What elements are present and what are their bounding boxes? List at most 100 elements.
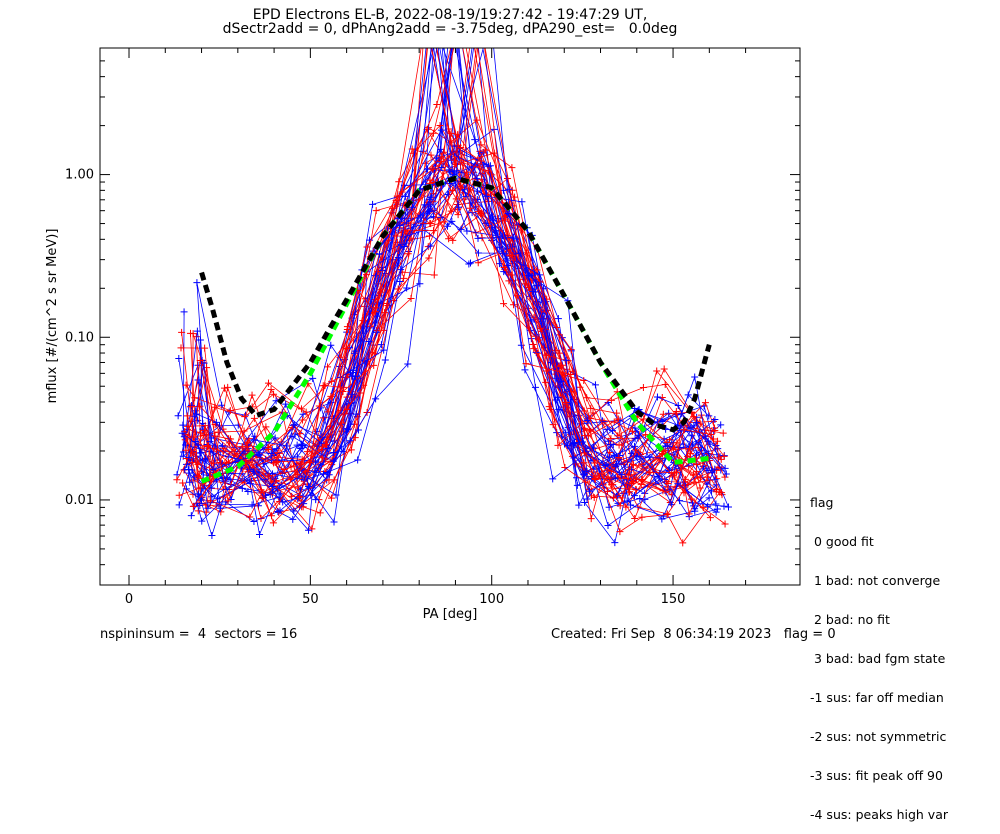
flux-point [429, 227, 437, 235]
flux-point [691, 507, 699, 515]
flux-point [513, 292, 521, 300]
flux-point [209, 466, 217, 474]
flux-point [193, 279, 201, 287]
flux-point [717, 455, 725, 463]
flux-trace [197, 149, 718, 486]
flux-point [396, 278, 404, 286]
flux-point [466, 204, 474, 212]
flux-point [487, 16, 494, 23]
flux-point [323, 435, 331, 443]
flux-trace [184, 48, 719, 485]
flux-point [581, 499, 589, 507]
flux-point [256, 531, 264, 539]
flux-point [685, 510, 693, 518]
flux-point [712, 488, 720, 496]
flux-point [182, 446, 190, 454]
flux-point [452, 160, 460, 168]
flux-point [196, 484, 204, 492]
flux-point [226, 407, 234, 415]
flux-point [250, 436, 258, 444]
flux-point [371, 308, 379, 316]
flux-trace [194, 48, 714, 478]
y-tick-label: 0.01 [65, 493, 94, 508]
flux-point [401, 192, 409, 200]
flux-point [567, 346, 575, 354]
flux-point [504, 209, 512, 217]
legend-item: -1 sus: far off median [810, 690, 944, 705]
flux-point [714, 437, 722, 445]
flux-point [636, 495, 644, 503]
flux-point [337, 419, 345, 427]
flux-trace [176, 189, 708, 536]
flux-point [248, 501, 256, 509]
flux-point [438, 153, 446, 161]
flux-point [453, 16, 460, 23]
legend-item: 2 bad: no fit [810, 612, 890, 627]
flux-point [605, 503, 613, 511]
flux-point [605, 453, 613, 461]
chart-title: EPD Electrons EL-B, 2022-08-19/19:27:42 … [252, 7, 648, 23]
flux-point [372, 207, 380, 215]
flux-point [174, 412, 182, 420]
flux-point [187, 401, 195, 409]
flux-point [638, 513, 646, 521]
flux-point [707, 430, 715, 438]
flux-point [354, 456, 362, 464]
flux-point [639, 384, 647, 392]
flux-point [587, 515, 595, 523]
flux-point [196, 402, 204, 410]
flux-point [250, 518, 258, 526]
flux-point [400, 274, 408, 282]
flux-point [324, 363, 332, 371]
flux-point [330, 449, 338, 457]
flux-point [614, 432, 622, 440]
flux-trace [185, 146, 712, 517]
flux-point [193, 410, 201, 418]
flux-point [398, 188, 406, 196]
flux-point [611, 539, 619, 547]
flux-point [507, 271, 515, 279]
flux-point [430, 16, 437, 23]
flux-point [328, 377, 336, 385]
flux-point [186, 478, 194, 486]
axis-ticks: 0 50 100 150 0.01 0.10 1.00 [65, 47, 800, 607]
flux-point [616, 528, 624, 536]
flux-point [474, 234, 482, 242]
flux-point [325, 471, 333, 479]
flux-point [348, 390, 356, 398]
flux-point [369, 200, 377, 208]
flux-point [582, 478, 590, 486]
flux-point [626, 488, 634, 496]
flux-point [704, 502, 712, 510]
flux-point [574, 436, 582, 444]
flux-point [416, 280, 424, 288]
flux-point [445, 235, 453, 243]
flux-trace [186, 48, 722, 496]
footer-created-info: Created: Fri Sep 8 06:34:19 2023 flag = … [551, 627, 836, 642]
flux-point [180, 308, 188, 316]
flux-point [307, 491, 315, 499]
flux-point [298, 442, 306, 450]
flux-point [531, 383, 539, 391]
flux-point [426, 16, 433, 23]
flux-point [673, 468, 681, 476]
flux-point [298, 416, 306, 424]
flux-point [193, 327, 201, 335]
flux-point [268, 482, 276, 490]
flux-trace [186, 171, 726, 525]
flux-point [721, 464, 729, 472]
flux-point [562, 398, 570, 406]
flux-point [570, 454, 578, 462]
flux-point [380, 326, 388, 334]
flux-point [615, 453, 623, 461]
flux-point [604, 522, 612, 530]
flux-point [437, 145, 445, 153]
flux-point [531, 288, 539, 296]
flux-point [282, 400, 290, 408]
legend-item: 3 bad: bad fgm state [810, 651, 946, 666]
flux-point [454, 211, 462, 219]
flux-trace [188, 48, 713, 488]
flux-point [591, 475, 599, 483]
flux-point [631, 515, 639, 523]
flux-point [380, 309, 388, 317]
